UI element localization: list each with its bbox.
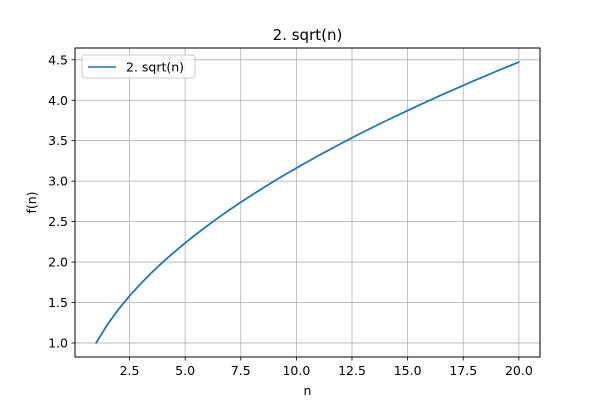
series-line bbox=[95, 61, 520, 344]
x-tick-label: 17.5 bbox=[449, 363, 477, 378]
y-tick-label: 3.5 bbox=[48, 133, 68, 148]
ticks: 2.5 5.0 7.5 10.0 12.5 15.0 17.5 20.0 1.0 1.5 2.0 2.… bbox=[48, 52, 533, 378]
y-tick-label: 2.0 bbox=[48, 255, 68, 270]
x-tick-label: 7.5 bbox=[231, 363, 251, 378]
y-tick-label: 4.0 bbox=[48, 93, 68, 108]
x-tick-label: 2.5 bbox=[120, 363, 140, 378]
chart-title: 2. sqrt(n) bbox=[273, 26, 343, 44]
y-tick-label: 3.0 bbox=[48, 174, 68, 189]
x-axis-label: n bbox=[304, 383, 312, 398]
y-tick-label: 1.0 bbox=[48, 335, 68, 350]
x-tick-label: 15.0 bbox=[394, 363, 422, 378]
grid bbox=[75, 48, 540, 357]
plot-frame bbox=[74, 47, 541, 358]
y-axis-label: f(n) bbox=[24, 191, 39, 213]
x-tick-label: 5.0 bbox=[175, 363, 195, 378]
y-tick-label: 2.5 bbox=[48, 214, 68, 229]
series-layer bbox=[95, 61, 520, 344]
x-tick-label: 10.0 bbox=[282, 363, 310, 378]
y-tick-label: 1.5 bbox=[48, 295, 68, 310]
x-tick-label: 12.5 bbox=[338, 363, 366, 378]
legend: 2. sqrt(n) bbox=[81, 54, 196, 79]
legend-label: 2. sqrt(n) bbox=[126, 60, 184, 75]
y-tick-label: 4.5 bbox=[48, 52, 68, 67]
legend-box bbox=[81, 54, 196, 79]
x-tick-label: 20.0 bbox=[505, 363, 533, 378]
